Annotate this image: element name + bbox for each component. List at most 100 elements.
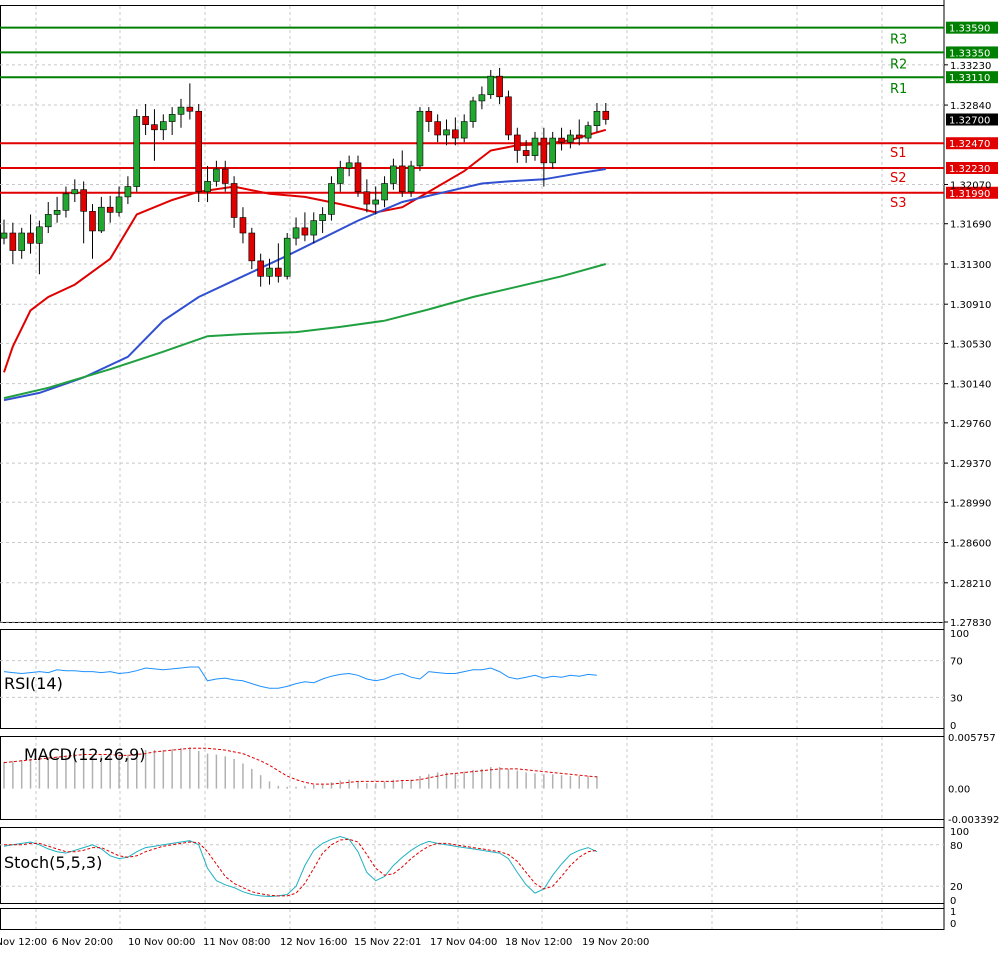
time-axis-label: 18 Nov 12:00 [505,937,572,948]
level-price-tag-r1 [946,71,998,84]
pane-extra [0,908,945,930]
y-tick-label: 1.30530 [950,339,991,350]
pane-stoch [0,827,945,904]
candle-body [478,94,486,102]
level-price-label-s1: 1.32470 [949,139,990,150]
candle-body [115,196,123,213]
candle-body [248,232,256,262]
candle-body [142,116,149,125]
candle-body [204,181,211,193]
level-price-label-s2: 1.32230 [949,164,990,175]
time-axis-label: 10 Nov 00:00 [128,937,195,948]
level-name-s1: S1 [890,146,907,161]
stoch-indicator-label: Stoch(5,5,3) [4,853,102,872]
level-price-tag-s3 [946,186,998,199]
candle-body [584,125,592,139]
y-tick-label: 1.31300 [950,260,991,271]
candle-body [62,193,70,211]
candle-body [487,75,495,96]
level-price-tag-r3 [946,21,998,34]
time-axis-label: 19 Nov 20:00 [582,937,649,948]
level-price-tag-s1 [946,137,998,150]
y-tick-label: 1.29760 [950,419,991,430]
extra-pane-tick-label: 0 [950,919,956,930]
candle-body [336,167,344,184]
candle-body [558,137,565,143]
candle-body [80,189,87,212]
candle-body [496,75,503,98]
candle-body [195,110,202,193]
candle-body [98,206,105,232]
candle-body [124,186,132,198]
pane-main [0,5,945,623]
stoch-tick-label: 80 [950,841,963,852]
candle-body [513,134,521,151]
candle-body [89,211,96,232]
candle-body [301,227,309,236]
candle-body [567,134,574,143]
level-name-s2: S2 [890,171,907,186]
candle-body [9,232,17,251]
y-tick-label: 1.32840 [950,101,991,112]
pane-rsi [0,629,945,729]
stoch-tick-label: 20 [950,882,963,893]
y-tick-label: 1.28990 [950,498,991,509]
y-tick-label: 1.28600 [950,539,991,550]
time-axis-label: 11 Nov 08:00 [203,937,270,948]
level-name-s3: S3 [890,196,907,211]
candle-body [27,232,34,244]
rsi-tick-label: 0 [950,721,956,732]
candle-body [213,168,220,182]
candle-body [434,121,441,136]
current-price-tag [946,113,998,126]
y-tick-label: 1.31690 [950,220,991,231]
candle-body [44,214,52,228]
macd-indicator-label: MACD(12,26,9) [24,745,146,764]
candle-body [505,96,512,136]
candle-body [53,210,61,215]
rsi-indicator-label: RSI(14) [4,674,63,693]
candle-body [549,137,557,164]
candle-body [18,232,26,251]
candle-body [398,165,406,193]
moving-average-line-2 [3,263,607,400]
candle-body [160,121,167,131]
candle-body [168,114,176,122]
candle-body [345,162,353,169]
y-tick-label: 1.29370 [950,459,991,470]
candle-body [151,124,158,131]
candle-body [133,116,141,187]
stoch-signal-line [4,838,597,897]
rsi-tick-label: 70 [950,657,963,668]
stoch-main-line [3,835,598,898]
moving-average-line-1 [3,168,606,402]
level-price-label-r3: 1.33590 [949,24,990,35]
level-price-tag-r2 [946,46,998,59]
candle-body [469,100,477,122]
candle-body [602,110,610,120]
candle-body [275,267,282,277]
candle-body [407,165,415,193]
time-axis-label: 5 Nov 12:00 [0,937,47,948]
candle-body [575,134,583,139]
time-axis-label: 15 Nov 22:01 [354,937,421,948]
y-tick-label: 1.30140 [950,380,991,391]
candle-body [106,206,114,213]
level-name-r3: R3 [890,33,907,48]
candle-body [416,110,424,167]
candle-body [460,121,468,139]
y-tick-label: 1.33230 [950,61,991,72]
candle-body [354,162,362,193]
extra-pane-tick-label: 1 [950,907,956,918]
candle-body [593,110,601,126]
rsi-tick-label: 30 [950,693,963,704]
candle-body [292,227,300,239]
pane-macd [0,736,945,820]
time-axis-label: 6 Nov 20:00 [52,937,113,948]
candle-body [425,110,433,122]
candle-body [239,217,247,234]
rsi-line [3,666,597,689]
stoch-tick-label: 0 [950,896,956,907]
